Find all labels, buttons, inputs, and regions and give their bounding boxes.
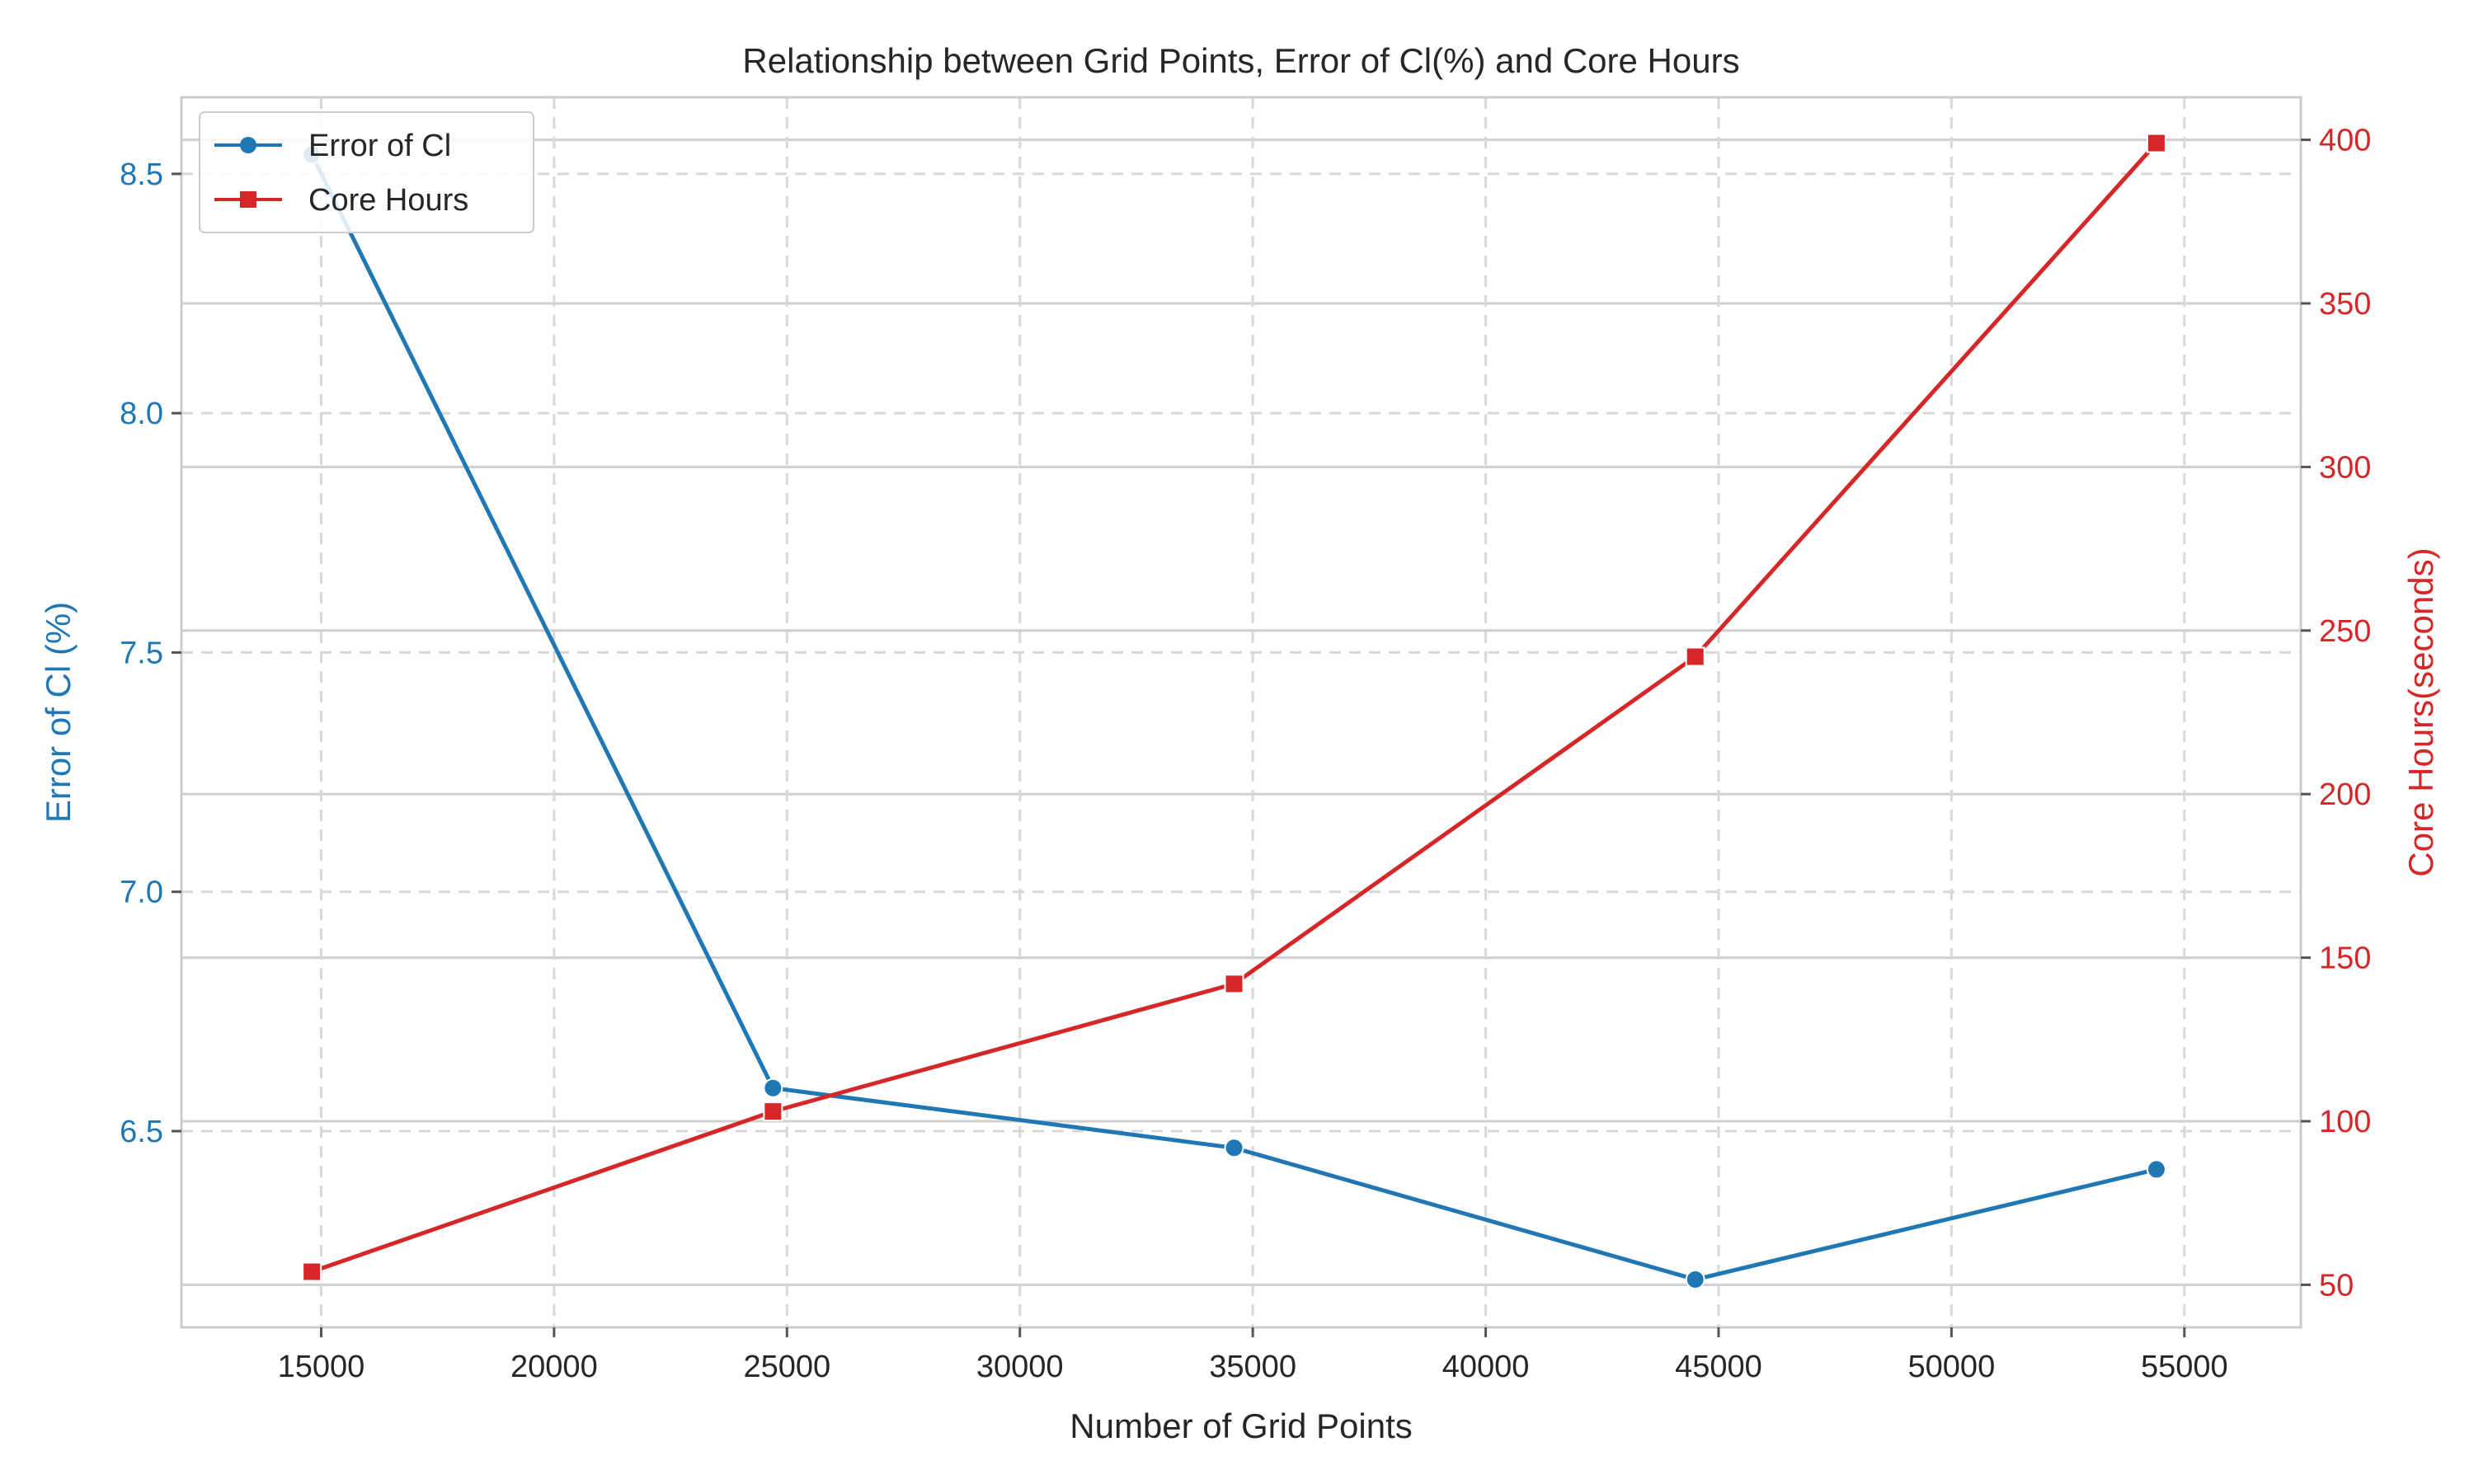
- x-tick-label-40000: 40000: [1442, 1350, 1530, 1384]
- data-point-core-hours-4: [2146, 133, 2166, 153]
- x-tick-label-30000: 30000: [976, 1350, 1064, 1384]
- legend-label-core-hours: Core Hours: [308, 183, 468, 218]
- y-right-tick-label-200: 200: [2319, 777, 2371, 812]
- y-right-tick-label-350: 350: [2319, 287, 2371, 322]
- y-left-tick-label-7.5: 7.5: [120, 636, 163, 670]
- x-tick-label-45000: 45000: [1675, 1350, 1762, 1384]
- grid-layer: [181, 97, 2301, 1327]
- y-right-tick-label-300: 300: [2319, 450, 2371, 485]
- x-tick-label-15000: 15000: [278, 1350, 365, 1384]
- series-layer: [302, 133, 2166, 1289]
- y-axis-label-left: Error of Cl (%): [39, 602, 78, 823]
- data-point-error-of-cl-3: [1685, 1269, 1705, 1289]
- legend-box: [199, 111, 534, 233]
- y-right-tick-label-400: 400: [2319, 124, 2371, 158]
- data-point-error-of-cl-1: [763, 1078, 783, 1098]
- y-ticks-right: 50 100 150 200 250 300 350 400: [2301, 124, 2371, 1303]
- x-ticks: 15000 20000 25000 30000 35000 40000 45000 50000…: [278, 1327, 2228, 1384]
- y-right-tick-label-50: 50: [2319, 1268, 2354, 1303]
- y-right-tick-label-100: 100: [2319, 1105, 2371, 1139]
- y-left-tick-label-7: 7.0: [120, 876, 163, 910]
- plot-frame: [180, 96, 2302, 1329]
- x-tick-label-55000: 55000: [2141, 1350, 2228, 1384]
- data-point-core-hours-3: [1685, 646, 1705, 667]
- data-point-core-hours-2: [1224, 974, 1244, 994]
- data-point-core-hours-1: [763, 1101, 783, 1122]
- legend-marker-error-of-cl: [240, 137, 256, 153]
- x-tick-label-25000: 25000: [743, 1350, 830, 1384]
- chart-title: Relationship between Grid Points, Error …: [742, 41, 1739, 80]
- data-point-core-hours-0: [302, 1261, 322, 1282]
- series-line-core-hours: [311, 141, 2158, 1274]
- legend-label-error-of-cl: Error of Cl: [308, 129, 451, 163]
- y-right-tick-label-250: 250: [2319, 614, 2371, 649]
- x-axis-label: Number of Grid Points: [1070, 1407, 1413, 1445]
- y-ticks-left: 6.5 7.0 7.5 8.0 8.5: [120, 157, 181, 1149]
- y-left-tick-label-6.5: 6.5: [120, 1115, 163, 1149]
- y-left-tick-label-8.5: 8.5: [120, 157, 163, 192]
- x-tick-label-35000: 35000: [1209, 1350, 1296, 1384]
- data-point-error-of-cl-2: [1224, 1138, 1244, 1158]
- y-right-tick-label-150: 150: [2319, 942, 2371, 976]
- y-left-tick-label-8: 8.0: [120, 397, 163, 431]
- x-tick-label-50000: 50000: [1908, 1350, 1996, 1384]
- x-tick-label-20000: 20000: [510, 1350, 598, 1384]
- data-point-error-of-cl-4: [2146, 1159, 2166, 1180]
- legend-marker-core-hours: [240, 191, 256, 208]
- legend: Error of Cl Core Hours: [199, 111, 534, 233]
- y-axis-label-right: Core Hours(seconds): [2401, 547, 2440, 876]
- series-line-error-of-cl: [309, 153, 2157, 1282]
